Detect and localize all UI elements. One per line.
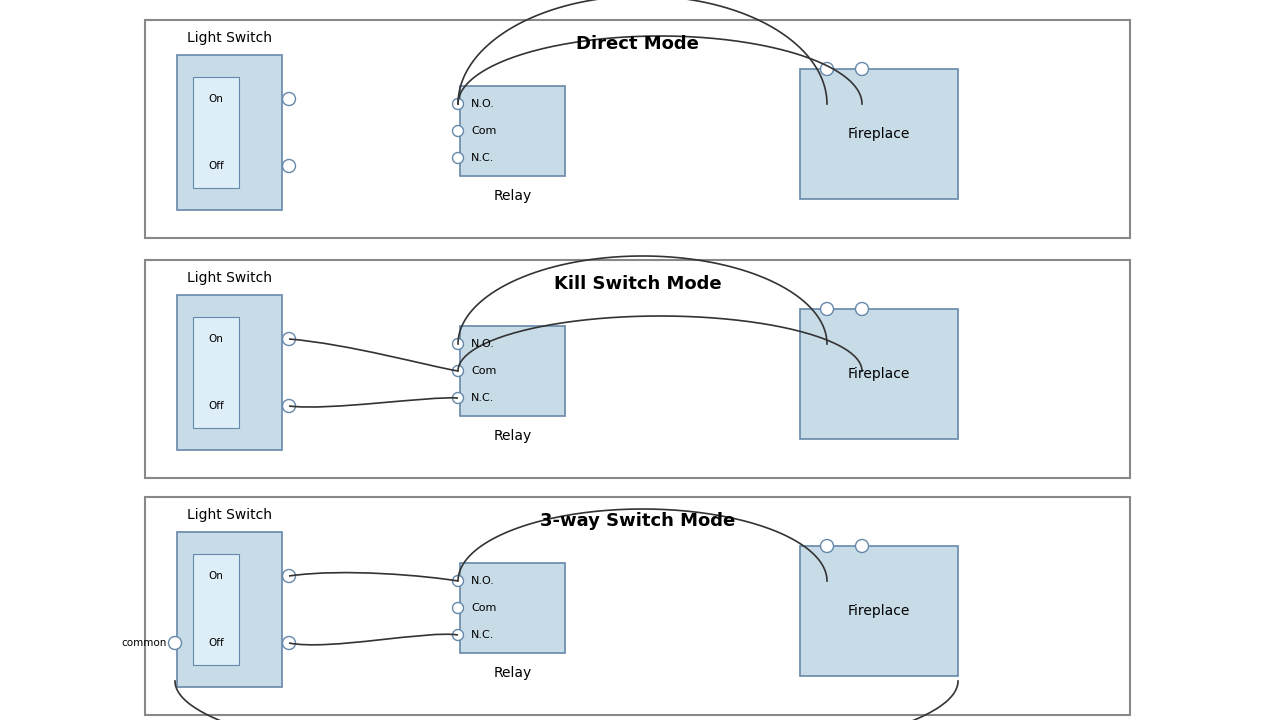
- Text: N.O.: N.O.: [471, 339, 495, 349]
- Bar: [800, 546, 957, 676]
- Text: Com: Com: [471, 126, 497, 136]
- Bar: [460, 326, 564, 416]
- Text: common: common: [122, 638, 166, 648]
- Circle shape: [283, 400, 296, 413]
- Circle shape: [453, 392, 463, 403]
- Circle shape: [453, 338, 463, 349]
- Circle shape: [453, 153, 463, 163]
- Circle shape: [283, 333, 296, 346]
- Text: Light Switch: Light Switch: [187, 271, 273, 285]
- Bar: [460, 563, 564, 653]
- Circle shape: [169, 636, 182, 649]
- Text: On: On: [209, 571, 224, 581]
- Circle shape: [453, 575, 463, 587]
- Circle shape: [283, 570, 296, 582]
- Text: N.C.: N.C.: [471, 393, 494, 403]
- Text: Fireplace: Fireplace: [847, 604, 910, 618]
- Text: 3-way Switch Mode: 3-way Switch Mode: [540, 512, 735, 530]
- Bar: [800, 69, 957, 199]
- Bar: [800, 309, 957, 439]
- Bar: [193, 317, 239, 428]
- Text: N.O.: N.O.: [471, 99, 495, 109]
- Bar: [145, 260, 1130, 478]
- Bar: [177, 532, 282, 687]
- Circle shape: [820, 63, 833, 76]
- Text: Off: Off: [209, 638, 224, 648]
- Text: Off: Off: [209, 401, 224, 411]
- Circle shape: [283, 160, 296, 173]
- Text: Relay: Relay: [493, 429, 531, 443]
- Text: Relay: Relay: [493, 666, 531, 680]
- Text: N.O.: N.O.: [471, 576, 495, 586]
- Text: Com: Com: [471, 366, 497, 376]
- Text: Light Switch: Light Switch: [187, 31, 273, 45]
- Circle shape: [453, 125, 463, 137]
- Bar: [145, 497, 1130, 715]
- Text: On: On: [209, 94, 224, 104]
- Circle shape: [453, 366, 463, 377]
- Bar: [193, 554, 239, 665]
- Circle shape: [820, 302, 833, 315]
- Bar: [177, 55, 282, 210]
- Bar: [177, 295, 282, 450]
- Text: Direct Mode: Direct Mode: [576, 35, 699, 53]
- Circle shape: [283, 636, 296, 649]
- Circle shape: [855, 539, 869, 552]
- Text: N.C.: N.C.: [471, 153, 494, 163]
- Text: Fireplace: Fireplace: [847, 127, 910, 141]
- Circle shape: [453, 603, 463, 613]
- Circle shape: [453, 99, 463, 109]
- Text: Relay: Relay: [493, 189, 531, 203]
- Text: N.C.: N.C.: [471, 630, 494, 640]
- Circle shape: [453, 629, 463, 641]
- Text: Com: Com: [471, 603, 497, 613]
- Bar: [460, 86, 564, 176]
- Text: On: On: [209, 334, 224, 344]
- Circle shape: [855, 302, 869, 315]
- Text: Off: Off: [209, 161, 224, 171]
- Bar: [193, 77, 239, 188]
- Circle shape: [820, 539, 833, 552]
- Text: Fireplace: Fireplace: [847, 367, 910, 381]
- Text: Kill Switch Mode: Kill Switch Mode: [554, 275, 722, 293]
- Bar: [145, 20, 1130, 238]
- Circle shape: [855, 63, 869, 76]
- Circle shape: [283, 92, 296, 106]
- Text: Light Switch: Light Switch: [187, 508, 273, 522]
